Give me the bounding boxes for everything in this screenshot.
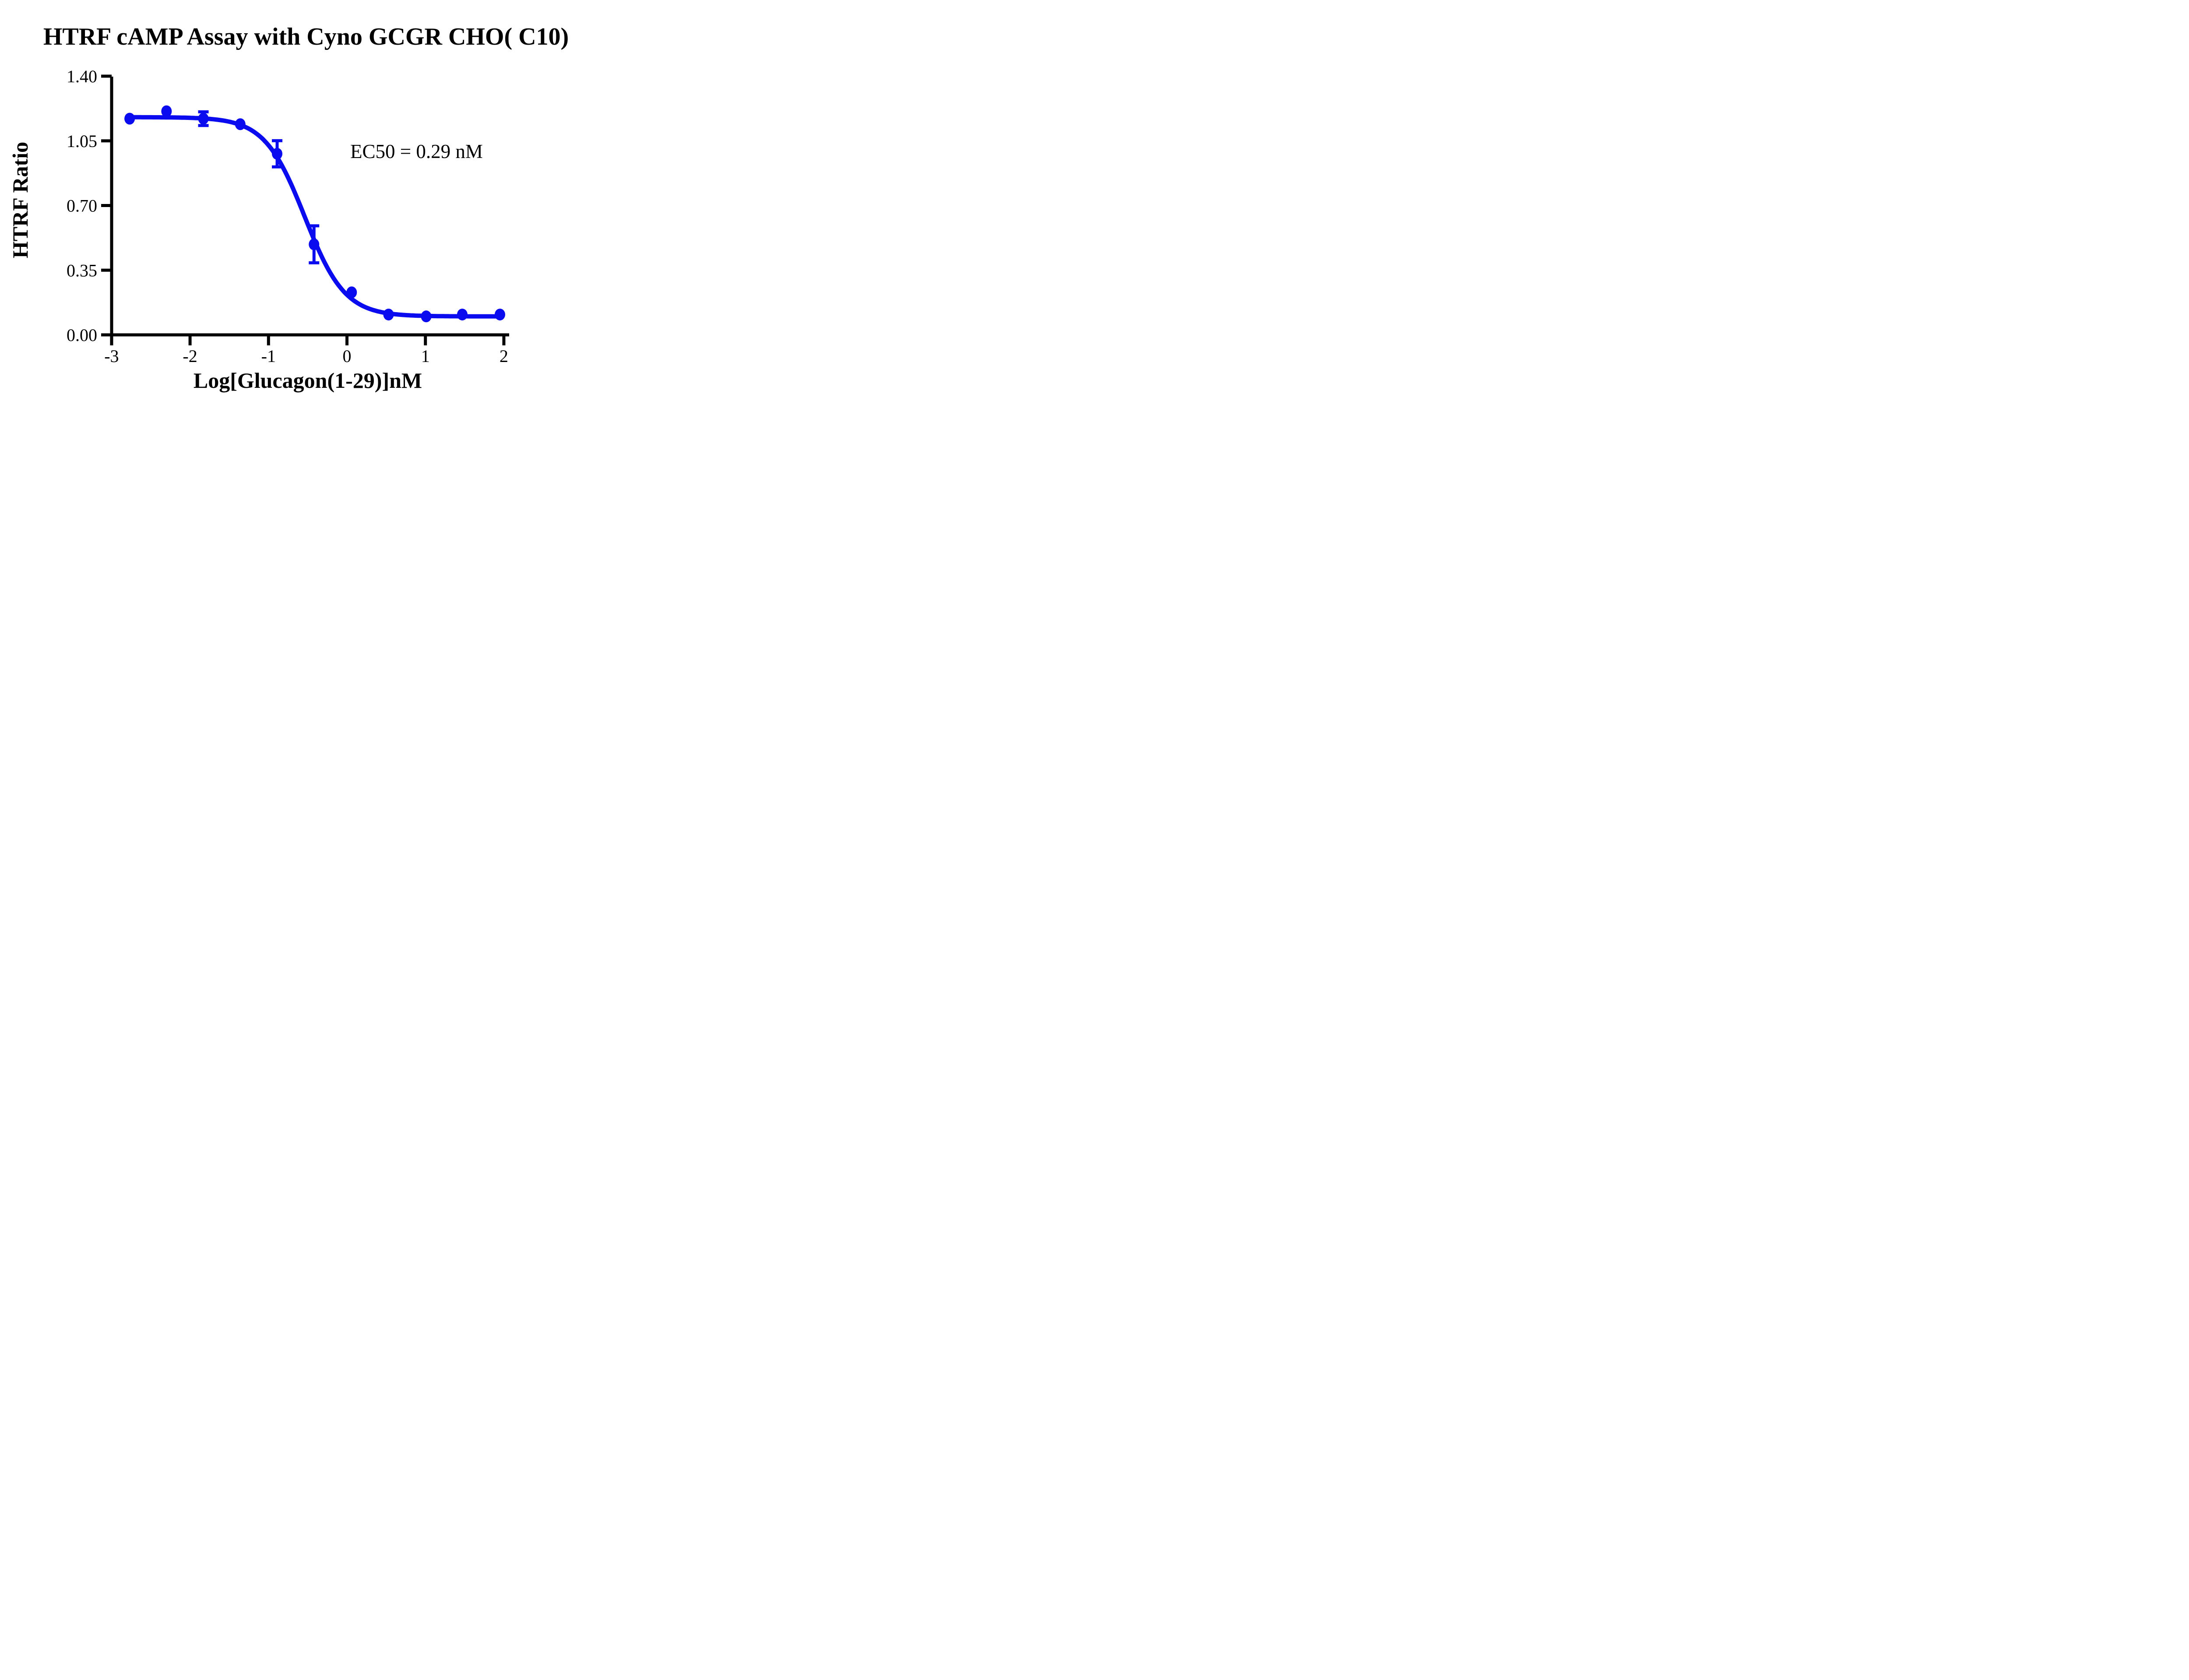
x-tick-label: 1: [421, 346, 430, 366]
y-tick-label: 1.40: [67, 67, 97, 86]
x-tick-label: -1: [261, 346, 276, 366]
y-tick-label: 1.05: [67, 131, 97, 151]
x-axis-title: Log[Glucagon(1-29)]nM: [193, 368, 422, 393]
data-point: [124, 112, 135, 125]
data-point: [421, 310, 432, 323]
x-tick-label: -2: [183, 346, 197, 366]
x-tick-label: 2: [500, 346, 508, 366]
chart-title: HTRF cAMP Assay with Cyno GCGR CHO( C10): [43, 23, 569, 50]
x-tick-label: 0: [343, 346, 352, 366]
data-point: [161, 105, 172, 117]
figure: HTRF cAMP Assay with Cyno GCGR CHO( C10)…: [0, 0, 612, 420]
data-point: [346, 286, 357, 299]
y-tick-label: 0.00: [67, 325, 97, 345]
data-point: [494, 309, 505, 321]
x-tick-label: -3: [104, 346, 119, 366]
data-point: [235, 118, 246, 130]
data-point: [457, 309, 468, 321]
data-point: [198, 112, 209, 125]
y-tick-label: 0.35: [67, 260, 97, 280]
data-point: [309, 238, 320, 250]
data-point: [272, 148, 283, 160]
ec50-annotation: EC50 = 0.29 nM: [350, 141, 483, 162]
data-point: [383, 309, 394, 321]
plot-area: 0.00 0.35 0.70 1.05 1.40 -3 -2 -1 0 1 2: [67, 67, 509, 366]
y-tick-label: 0.70: [67, 196, 97, 216]
